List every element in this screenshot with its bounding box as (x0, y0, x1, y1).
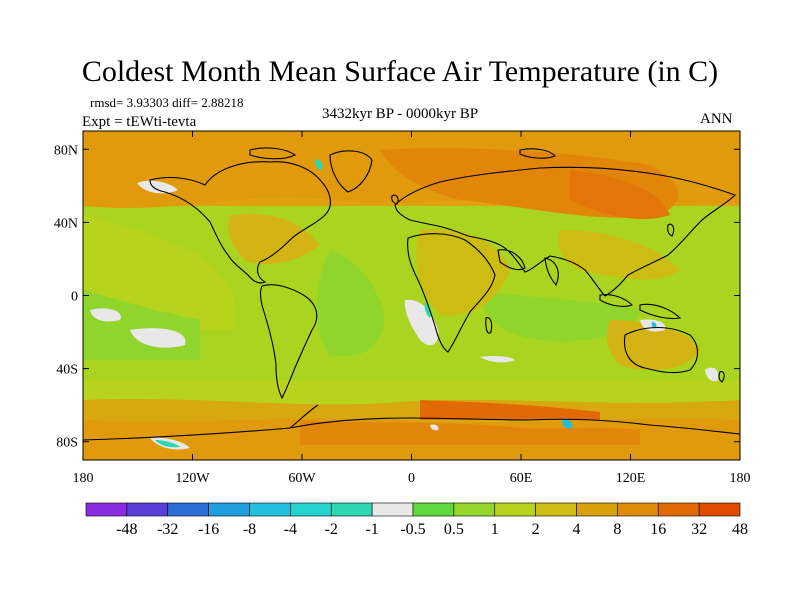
colorbar-swatch (617, 502, 659, 517)
colorbar-swatch (698, 502, 741, 517)
colorbar-swatch (657, 502, 700, 517)
lat-tick-label: 80S (56, 436, 78, 451)
colorbar-swatch (249, 502, 291, 517)
colorbar-label: 8 (613, 521, 621, 538)
colorbar-label: -16 (198, 521, 219, 538)
longitude-axis: 180 120W 60W 0 60E 120E 180 (73, 131, 751, 486)
colorbar-label: 1 (491, 521, 499, 538)
colorbar-label: 0.5 (444, 521, 464, 538)
colorbar-swatch (371, 502, 414, 517)
page-title: Coldest Month Mean Surface Air Temperatu… (81, 55, 719, 88)
lon-tick-label: 120E (616, 471, 646, 486)
colorbar-swatch (453, 502, 496, 517)
coastlines (83, 147, 740, 441)
colorbar: -48 -32 -16 -8 -4 -2 -1 -0.5 0.5 1 2 4 8 16 32 48 (85, 502, 748, 538)
contour-field (83, 131, 740, 460)
colorbar-swatch (85, 502, 128, 517)
colorbar-swatch (290, 502, 332, 517)
lat-tick-label: 40N (54, 216, 78, 231)
colorbar-label: -1 (365, 521, 378, 538)
lon-tick-label: 180 (73, 471, 94, 486)
colorbar-label: -8 (243, 521, 256, 538)
colorbar-label: 32 (691, 521, 707, 538)
colorbar-swatch (494, 502, 536, 517)
colorbar-swatch (126, 502, 169, 517)
colorbar-swatch (576, 502, 618, 517)
colorbar-swatch (412, 502, 455, 517)
colorbar-label: -0.5 (400, 521, 425, 538)
colorbar-label: 48 (732, 521, 748, 538)
colorbar-label: -4 (284, 521, 297, 538)
lat-tick-label: 80N (54, 143, 78, 158)
period-label: 3432kyr BP - 0000kyr BP (321, 106, 479, 122)
lon-tick-label: 60E (510, 471, 533, 486)
season-label: ANN (700, 111, 733, 127)
colorbar-label: -2 (325, 521, 338, 538)
colorbar-swatch (208, 502, 250, 517)
lon-tick-label: 120W (175, 471, 210, 486)
colorbar-label: 4 (573, 521, 581, 538)
colorbar-swatch (167, 502, 209, 517)
lat-tick-label: 40S (56, 363, 78, 378)
lon-tick-label: 60W (288, 471, 316, 486)
lat-tick-label: 0 (71, 290, 78, 305)
colorbar-swatch (535, 502, 577, 517)
colorbar-label: 16 (650, 521, 666, 538)
stats-text: rmsd= 3.93303 diff= 2.88218 (90, 95, 244, 110)
lon-tick-label: 180 (730, 471, 751, 486)
lon-tick-label: 0 (408, 471, 415, 486)
latitude-axis: 80N 40N 0 40S 80S (54, 143, 740, 451)
colorbar-label: -48 (116, 521, 137, 538)
colorbar-label: 2 (532, 521, 540, 538)
colorbar-swatch (330, 502, 373, 517)
experiment-label: Expt = tEWti-tevta (82, 114, 197, 130)
colorbar-label: -32 (157, 521, 178, 538)
